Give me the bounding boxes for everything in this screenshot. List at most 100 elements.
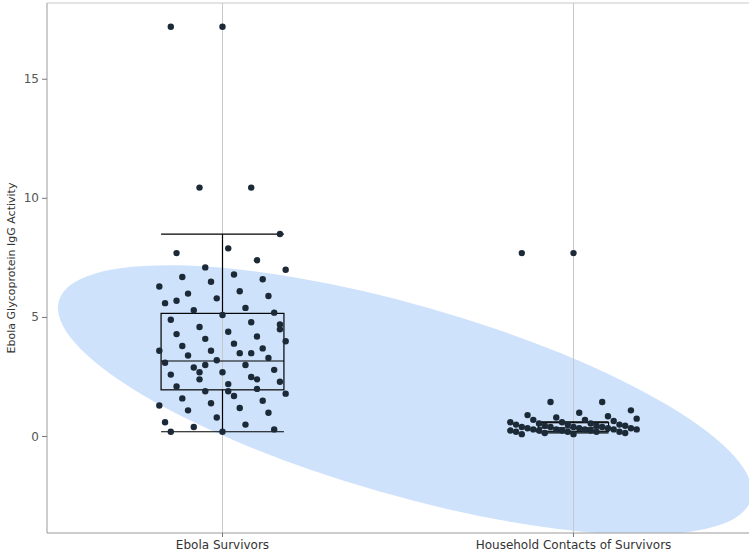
data-point xyxy=(202,264,208,270)
data-point xyxy=(237,405,243,411)
y-tick-label: 15 xyxy=(24,72,39,86)
data-point xyxy=(254,333,260,339)
data-point xyxy=(616,429,622,435)
data-point xyxy=(542,430,548,436)
lower-whisker xyxy=(222,390,223,432)
data-point xyxy=(582,417,588,423)
data-point xyxy=(196,324,202,330)
data-point xyxy=(185,407,191,413)
data-point xyxy=(248,319,254,325)
data-point xyxy=(547,424,553,430)
data-point xyxy=(231,271,237,277)
data-point xyxy=(156,283,162,289)
data-point xyxy=(507,419,513,425)
data-point xyxy=(605,425,611,431)
y-tick-label: 5 xyxy=(31,310,39,324)
y-axis-label: Ebola Glycoprotein IgG Activity xyxy=(5,182,18,353)
data-point xyxy=(530,426,536,432)
data-point xyxy=(242,305,248,311)
y-tick-label: 10 xyxy=(24,191,39,205)
data-point xyxy=(231,393,237,399)
data-point xyxy=(277,321,283,327)
data-point xyxy=(173,383,179,389)
data-point xyxy=(225,329,231,335)
data-point xyxy=(168,371,174,377)
data-point xyxy=(519,424,525,430)
data-point xyxy=(179,395,185,401)
data-point xyxy=(633,426,639,432)
upper-whisker-cap xyxy=(161,233,284,234)
data-point xyxy=(168,429,174,435)
data-point xyxy=(611,426,617,432)
data-point xyxy=(196,184,202,190)
density-ellipse xyxy=(47,209,749,533)
data-point xyxy=(156,402,162,408)
data-point xyxy=(628,407,634,413)
data-point xyxy=(191,364,197,370)
data-point xyxy=(196,376,202,382)
data-point xyxy=(271,309,277,315)
data-point xyxy=(271,367,277,373)
data-point xyxy=(513,429,519,435)
data-point xyxy=(282,390,288,396)
y-axis-line xyxy=(47,3,48,533)
data-point xyxy=(599,424,605,430)
median-line xyxy=(161,360,284,361)
data-point xyxy=(616,421,622,427)
frame-top xyxy=(47,3,749,4)
data-point xyxy=(582,426,588,432)
data-point xyxy=(225,245,231,251)
data-point xyxy=(225,381,231,387)
data-point xyxy=(191,424,197,430)
data-point xyxy=(254,257,260,263)
data-point xyxy=(208,400,214,406)
data-point xyxy=(156,348,162,354)
data-point xyxy=(214,295,220,301)
x-axis-line xyxy=(47,533,749,534)
data-point xyxy=(588,427,594,433)
data-point xyxy=(282,338,288,344)
data-point xyxy=(162,419,168,425)
y-tick xyxy=(42,317,47,318)
data-point xyxy=(173,250,179,256)
chart: 051015Ebola Glycoprotein IgG ActivityEbo… xyxy=(0,0,750,556)
data-point xyxy=(282,267,288,273)
data-point xyxy=(248,350,254,356)
data-point xyxy=(524,425,530,431)
data-point xyxy=(559,427,565,433)
data-point xyxy=(628,425,634,431)
data-point xyxy=(542,423,548,429)
data-point xyxy=(605,413,611,419)
data-point xyxy=(599,399,605,405)
data-point xyxy=(565,429,571,435)
data-point xyxy=(536,427,542,433)
x-tick-label: Household Contacts of Survivors xyxy=(476,538,672,552)
data-point xyxy=(570,250,576,256)
data-point xyxy=(260,398,266,404)
data-point xyxy=(570,431,576,437)
data-point xyxy=(248,374,254,380)
data-point xyxy=(219,312,225,318)
data-point xyxy=(260,345,266,351)
data-point xyxy=(185,290,191,296)
data-point xyxy=(179,274,185,280)
data-point xyxy=(173,331,179,337)
y-tick xyxy=(42,79,47,80)
data-point xyxy=(248,184,254,190)
data-point xyxy=(219,24,225,30)
data-point xyxy=(576,410,582,416)
data-point xyxy=(277,379,283,385)
data-point xyxy=(536,420,542,426)
data-point xyxy=(553,414,559,420)
data-point xyxy=(237,350,243,356)
data-point xyxy=(570,424,576,430)
data-point xyxy=(530,417,536,423)
data-point xyxy=(254,376,260,382)
density-ellipse-group xyxy=(47,209,749,533)
data-point xyxy=(237,288,243,294)
data-point xyxy=(242,362,248,368)
data-point xyxy=(208,278,214,284)
data-point xyxy=(633,415,639,421)
data-point xyxy=(254,386,260,392)
data-point xyxy=(611,418,617,424)
